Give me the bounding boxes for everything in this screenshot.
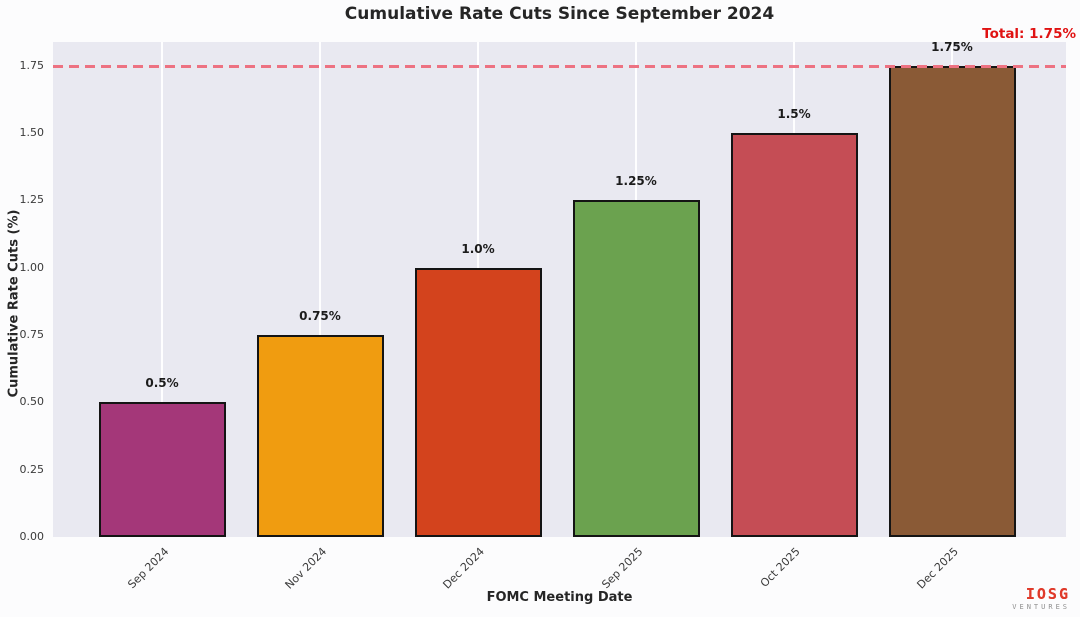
- y-tick-label: 1.00: [19, 260, 45, 274]
- x-tick-label: Oct 2025: [758, 545, 804, 590]
- plot-area: 0.5% 0.75% 1.0% 1.25% 1.5% 1.75%: [53, 39, 1066, 537]
- logo-subtext: VENTURES: [1012, 603, 1070, 611]
- y-tick-label: 1.50: [19, 125, 45, 139]
- bar-oct-2025: [730, 132, 858, 537]
- bar-value-label: 0.5%: [145, 376, 179, 391]
- x-tick-label: Dec 2025: [914, 545, 962, 592]
- x-axis-label: FOMC Meeting Date: [486, 590, 633, 605]
- iosg-logo: IOSG VENTURES: [1012, 587, 1070, 611]
- x-tick-label: Nov 2024: [282, 545, 330, 592]
- chart-title: Cumulative Rate Cuts Since September 202…: [344, 4, 775, 24]
- x-axis-ticks: Sep 2024 Nov 2024 Dec 2024 Sep 2025 Oct 2025…: [53, 537, 1066, 597]
- gridline: [161, 42, 163, 537]
- y-tick-label: 1.25: [19, 193, 45, 207]
- bar-sep-2024: [98, 402, 226, 537]
- bar-nov-2024: [256, 334, 384, 537]
- x-tick-label: Sep 2024: [125, 545, 172, 592]
- gridline: [319, 42, 321, 537]
- y-tick-label: 0.50: [19, 395, 45, 409]
- y-tick-label: 0.00: [19, 530, 45, 543]
- bar-dec-2025: [888, 65, 1016, 537]
- bar-value-label: 1.25%: [615, 174, 657, 189]
- bar-value-label: 1.5%: [777, 106, 811, 121]
- x-tick-label: Sep 2025: [599, 545, 646, 592]
- y-tick-label: 1.75: [19, 58, 45, 72]
- y-tick-label: 0.25: [19, 462, 45, 476]
- total-annotation: Total: 1.75%: [982, 26, 1076, 42]
- y-axis-ticks: 0.00 0.25 0.50 0.75 1.00 1.25 1.50 1.75: [0, 42, 50, 543]
- bar-value-label: 0.75%: [299, 308, 341, 323]
- bar-value-label: 1.0%: [461, 241, 495, 256]
- logo-text: IOSG: [1025, 585, 1070, 603]
- total-dashed-line: [53, 64, 1066, 68]
- bar-value-label: 1.75%: [931, 39, 973, 54]
- x-tick-label: Dec 2024: [440, 545, 488, 592]
- bar-sep-2025: [572, 200, 700, 537]
- y-tick-label: 0.75: [19, 327, 45, 341]
- bar-dec-2024: [414, 267, 542, 537]
- y-axis-label: Cumulative Rate Cuts (%): [6, 209, 22, 398]
